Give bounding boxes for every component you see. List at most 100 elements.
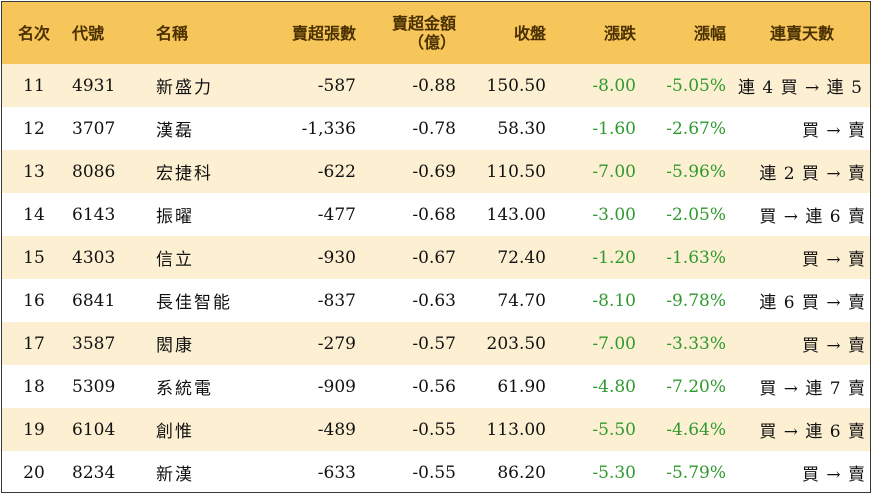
cell-code: 8234: [72, 462, 116, 483]
cell-net-sell-amount: -0.56: [412, 376, 456, 397]
cell-close: 110.50: [486, 161, 546, 182]
cell-code: 6143: [72, 204, 116, 225]
cell-rank: 13: [23, 161, 45, 182]
cell-consecutive-days: 買 → 連 6 賣: [759, 207, 866, 227]
header-row: 名次 代號 名稱 賣超張數 賣超金額 （億） 收盤 漲跌 漲幅 連賣天數: [2, 2, 870, 64]
cell-consecutive-days: 連 2 買 → 賣: [759, 164, 866, 184]
cell-change-pct: -2.67%: [666, 118, 726, 139]
header-close[interactable]: 收盤: [513, 23, 546, 43]
cell-change-pct: -5.96%: [666, 161, 726, 182]
cell-net-sell-lots: -633: [317, 462, 356, 483]
cell-change-pct: -7.20%: [666, 376, 726, 397]
cell-change: -1.20: [592, 247, 636, 268]
cell-rank: 17: [23, 333, 45, 354]
cell-net-sell-amount: -0.63: [412, 290, 456, 311]
cell-change: -4.80: [592, 376, 636, 397]
cell-net-sell-amount: -0.78: [412, 118, 456, 139]
cell-change: -5.50: [592, 419, 636, 440]
cell-net-sell-amount: -0.57: [412, 333, 456, 354]
cell-close: 150.50: [486, 75, 546, 96]
cell-code: 3707: [72, 118, 116, 139]
table-row[interactable]: 11 4931 新盛力 -587 -0.88 150.50 -8.00 -5.05% 連 4 買…: [2, 64, 870, 107]
cell-name: 系統電: [156, 379, 213, 399]
cell-net-sell-lots: -622: [317, 161, 356, 182]
cell-code: 6104: [72, 419, 116, 440]
cell-close: 113.00: [486, 419, 546, 440]
cell-change-pct: -5.79%: [666, 462, 726, 483]
header-net-sell-lots[interactable]: 賣超張數: [291, 23, 356, 43]
cell-close: 74.70: [497, 290, 546, 311]
table-row[interactable]: 18 5309 系統電 -909 -0.56 61.90 -4.80 -7.20% 買 → 連 …: [2, 365, 870, 408]
cell-net-sell-lots: -587: [317, 75, 356, 96]
cell-rank: 11: [23, 75, 45, 96]
cell-net-sell-lots: -909: [317, 376, 356, 397]
header-code[interactable]: 代號: [72, 23, 105, 43]
cell-net-sell-amount: -0.88: [412, 75, 456, 96]
table-row[interactable]: 12 3707 漢磊 -1,336 -0.78 58.30 -1.60 -2.67% 買 → 賣: [2, 107, 870, 150]
cell-rank: 16: [23, 290, 45, 311]
cell-name: 新漢: [156, 465, 194, 485]
cell-consecutive-days: 買 → 賣: [801, 465, 866, 485]
cell-change-pct: -1.63%: [666, 247, 726, 268]
table-row[interactable]: 16 6841 長佳智能 -837 -0.63 74.70 -8.10 -9.78% 連 6 買…: [2, 279, 870, 322]
cell-change: -7.00: [592, 333, 636, 354]
header-net-sell-amount[interactable]: 賣超金額 （億）: [362, 2, 462, 64]
cell-code: 5309: [72, 376, 116, 397]
header-consecutive-days[interactable]: 連賣天數: [769, 23, 834, 43]
table-row[interactable]: 13 8086 宏捷科 -622 -0.69 110.50 -7.00 -5.96% 連 2 買…: [2, 150, 870, 193]
cell-change: -1.60: [592, 118, 636, 139]
header-name[interactable]: 名稱: [156, 23, 189, 43]
cell-consecutive-days: 買 → 連 6 賣: [759, 422, 866, 442]
header-rank[interactable]: 名次: [17, 23, 50, 43]
cell-rank: 12: [23, 118, 45, 139]
header-change-pct[interactable]: 漲幅: [693, 23, 726, 43]
cell-change: -8.00: [592, 75, 636, 96]
cell-name: 漢磊: [156, 121, 194, 141]
cell-change-pct: -3.33%: [666, 333, 726, 354]
cell-rank: 19: [23, 419, 45, 440]
cell-net-sell-amount: -0.68: [412, 204, 456, 225]
cell-close: 58.30: [497, 118, 546, 139]
cell-consecutive-days: 連 4 買 → 連 5 賣: [738, 78, 870, 98]
cell-change-pct: -9.78%: [666, 290, 726, 311]
cell-net-sell-lots: -489: [317, 419, 356, 440]
cell-change-pct: -4.64%: [666, 419, 726, 440]
cell-rank: 14: [23, 204, 45, 225]
cell-change-pct: -5.05%: [666, 75, 726, 96]
cell-close: 61.90: [497, 376, 546, 397]
table-row[interactable]: 15 4303 信立 -930 -0.67 72.40 -1.20 -1.63% 買 → 賣: [2, 236, 870, 279]
cell-change: -5.30: [592, 462, 636, 483]
cell-net-sell-lots: -837: [317, 290, 356, 311]
cell-code: 6841: [72, 290, 116, 311]
cell-code: 4303: [72, 247, 116, 268]
cell-code: 8086: [72, 161, 116, 182]
cell-net-sell-lots: -930: [317, 247, 356, 268]
cell-close: 86.20: [497, 462, 546, 483]
table-row[interactable]: 20 8234 新漢 -633 -0.55 86.20 -5.30 -5.79% 買 → 賣: [2, 451, 870, 492]
cell-consecutive-days: 買 → 連 7 賣: [759, 379, 866, 399]
cell-net-sell-lots: -279: [317, 333, 356, 354]
cell-net-sell-amount: -0.55: [412, 419, 456, 440]
cell-name: 振曜: [156, 207, 194, 227]
cell-change: -3.00: [592, 204, 636, 225]
table-row[interactable]: 14 6143 振曜 -477 -0.68 143.00 -3.00 -2.05% 買 → 連 …: [2, 193, 870, 236]
cell-consecutive-days: 連 6 買 → 賣: [759, 293, 866, 313]
cell-name: 創惟: [156, 422, 194, 442]
cell-net-sell-amount: -0.67: [412, 247, 456, 268]
table-row[interactable]: 19 6104 創惟 -489 -0.55 113.00 -5.50 -4.64% 買 → 連 …: [2, 408, 870, 451]
cell-net-sell-amount: -0.69: [412, 161, 456, 182]
cell-change: -7.00: [592, 161, 636, 182]
table-row[interactable]: 17 3587 閎康 -279 -0.57 203.50 -7.00 -3.33% 買 → 賣: [2, 322, 870, 365]
header-change[interactable]: 漲跌: [603, 23, 636, 43]
cell-name: 信立: [156, 250, 194, 270]
cell-change-pct: -2.05%: [666, 204, 726, 225]
cell-consecutive-days: 買 → 賣: [801, 250, 866, 270]
cell-name: 閎康: [156, 336, 194, 356]
cell-rank: 18: [23, 376, 45, 397]
table-body: 11 4931 新盛力 -587 -0.88 150.50 -8.00 -5.05% 連 4 買…: [2, 64, 870, 492]
cell-close: 143.00: [486, 204, 546, 225]
cell-consecutive-days: 買 → 賣: [801, 336, 866, 356]
cell-net-sell-lots: -1,336: [301, 118, 356, 139]
